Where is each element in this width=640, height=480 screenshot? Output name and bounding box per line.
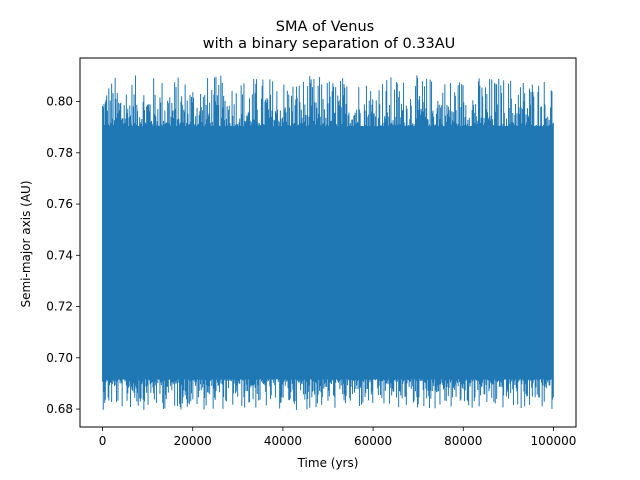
x-tick-label: 80000 xyxy=(444,434,482,448)
y-tick-label: 0.80 xyxy=(46,95,73,109)
x-tick-label: 40000 xyxy=(264,434,302,448)
x-tick-label: 100000 xyxy=(531,434,577,448)
y-tick-label: 0.72 xyxy=(46,300,73,314)
y-axis: 0.68 0.70 0.72 0.74 0.76 0.78 0.80 xyxy=(46,95,80,416)
x-tick-label: 0 xyxy=(99,434,107,448)
y-axis-label: Semi-major axis (AU) xyxy=(19,180,33,307)
y-tick-label: 0.74 xyxy=(46,248,73,262)
x-axis: 0 20000 40000 60000 80000 100000 xyxy=(99,427,577,448)
chart-title: SMA of Venus xyxy=(276,19,374,35)
axes-frame xyxy=(79,57,577,428)
x-axis-label: Time (yrs) xyxy=(297,456,359,470)
y-tick-label: 0.70 xyxy=(46,351,73,365)
chart-subtitle: with a binary separation of 0.33AU xyxy=(203,36,456,52)
y-tick-label: 0.78 xyxy=(46,146,73,160)
y-tick-label: 0.68 xyxy=(46,402,73,416)
x-tick-label: 60000 xyxy=(354,434,392,448)
y-tick-label: 0.76 xyxy=(46,197,73,211)
x-tick-label: 20000 xyxy=(174,434,212,448)
series-line xyxy=(102,75,554,410)
series-sma-line xyxy=(102,75,554,410)
